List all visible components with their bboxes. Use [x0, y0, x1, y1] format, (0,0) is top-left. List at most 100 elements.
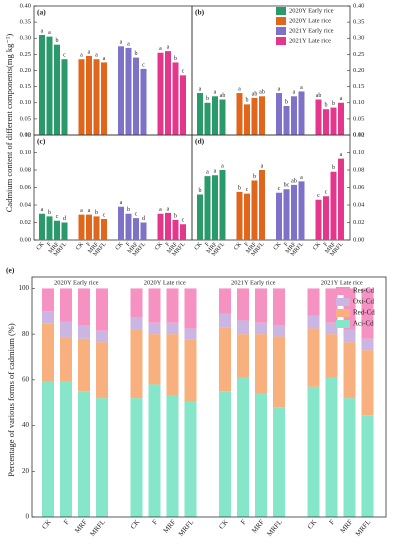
significance-letter: a — [278, 86, 281, 92]
bar-segment — [255, 334, 267, 394]
significance-letter: a — [127, 41, 130, 47]
legend-label: 2020Y Early rice — [289, 7, 334, 14]
bar — [61, 222, 68, 240]
significance-letter: a — [300, 175, 303, 181]
bar — [236, 93, 243, 135]
bar — [315, 99, 322, 135]
bar-segment — [78, 325, 90, 339]
bar — [291, 184, 297, 240]
bar-segment — [42, 288, 54, 312]
significance-letter: a — [199, 86, 202, 92]
significance-letter: c — [325, 190, 328, 196]
bar-segment — [361, 338, 374, 351]
bar-segment — [184, 339, 197, 402]
significance-letter: a — [300, 85, 303, 91]
significance-letter: a — [167, 206, 170, 212]
bar-segment — [255, 393, 267, 517]
bar-segment — [42, 311, 54, 324]
significance-letter: c — [142, 62, 145, 68]
group-label: 2020Y Early rice — [54, 279, 99, 286]
bar — [54, 220, 60, 240]
bar — [86, 55, 92, 135]
panel-frame — [191, 134, 351, 241]
bar — [101, 62, 107, 135]
y-tick-label: 0.40 — [353, 2, 364, 9]
bar-segment — [96, 342, 108, 399]
bar-segment — [130, 288, 143, 317]
bar-segment — [325, 288, 338, 323]
significance-letter: a — [340, 152, 343, 158]
significance-letter: a — [80, 53, 83, 59]
significance-letter: b — [332, 165, 335, 171]
bar — [291, 96, 297, 135]
bar — [204, 102, 211, 135]
bar — [118, 206, 124, 240]
panel-label: (e) — [6, 266, 15, 275]
y-tick-label: 0.00 — [353, 236, 364, 243]
legend-label: 2021Y Late rice — [289, 37, 331, 44]
x-tick-label: F — [151, 518, 160, 526]
bar-segment — [148, 322, 161, 335]
bar-segment — [78, 338, 90, 392]
bar-segment — [42, 323, 54, 381]
bar — [283, 105, 290, 135]
significance-letter: a — [159, 46, 162, 52]
y-tick-label: 0.04 — [20, 201, 32, 208]
y-tick-label: 0.12 — [20, 131, 31, 138]
bar — [276, 93, 282, 135]
bar-segment — [325, 322, 338, 335]
y-tick-label: 0.40 — [20, 2, 31, 9]
bar — [244, 193, 250, 240]
bar — [276, 192, 282, 240]
y-tick-label: 0.20 — [353, 67, 364, 74]
group-label: 2020Y Late rice — [144, 279, 186, 286]
y-tick-label: 0.06 — [353, 184, 365, 191]
plot-frame — [31, 276, 387, 518]
x-tick-label: F — [239, 518, 248, 526]
significance-letter: b — [56, 38, 59, 44]
bar — [338, 158, 344, 240]
bar-segment — [42, 381, 54, 517]
panel-label: (b) — [195, 8, 205, 17]
y-tick-label: 0.08 — [20, 166, 31, 173]
significance-letter: a — [261, 163, 264, 169]
bar — [236, 191, 243, 240]
significance-letter: b — [332, 101, 335, 107]
y-tick-label: 0.25 — [20, 51, 31, 58]
x-tick-label: CK — [115, 241, 125, 252]
bar — [259, 170, 265, 240]
significance-letter: ab — [291, 178, 297, 184]
legend-label: Red-Cd — [353, 309, 375, 317]
x-tick-label: F — [283, 241, 290, 248]
bar-segment — [130, 398, 143, 517]
bar — [259, 96, 265, 135]
legend-label: Oxi-Cd — [353, 298, 375, 306]
bar — [140, 68, 147, 135]
significance-letter: b — [206, 96, 209, 102]
bar-segment — [96, 330, 108, 343]
bar-segment — [307, 386, 320, 517]
bar-segment — [219, 391, 231, 517]
y-tick-label: 0.06 — [20, 184, 32, 191]
y-tick-label: 40 — [22, 421, 30, 429]
bar — [133, 218, 139, 240]
bar-segment — [148, 334, 161, 385]
bar-segment — [325, 377, 338, 517]
y-tick-label: 0.15 — [20, 83, 31, 90]
x-tick-label: CK — [306, 518, 318, 531]
x-tick-label: F — [165, 241, 172, 248]
bar — [180, 224, 186, 240]
x-tick-label: F — [46, 241, 53, 248]
bar — [39, 35, 45, 135]
bar-segment — [219, 288, 231, 314]
significance-letter: ab — [220, 93, 226, 99]
y-tick-label: 20 — [22, 467, 30, 475]
y-tick-label: 0.10 — [353, 149, 364, 156]
bar — [251, 180, 258, 240]
bar — [204, 176, 211, 240]
bar-segment — [237, 334, 249, 378]
bar-segment — [148, 288, 161, 323]
y-tick-label: 0.35 — [353, 19, 364, 26]
bar-segment — [273, 407, 285, 517]
bar-segment — [96, 288, 108, 331]
